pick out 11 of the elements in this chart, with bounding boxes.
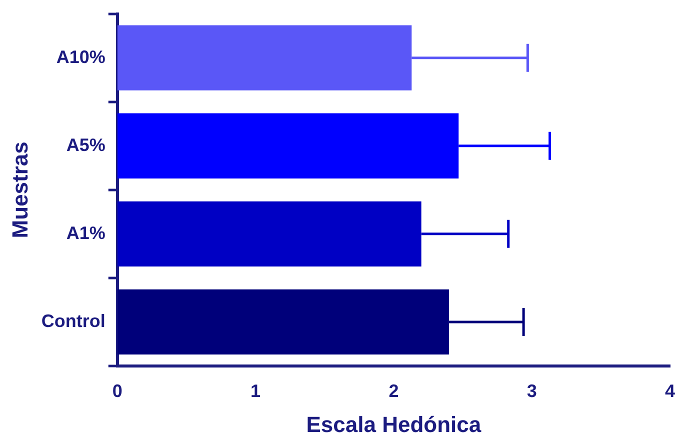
x-tick-label: 3 bbox=[526, 380, 537, 401]
y-axis-title: Muestras bbox=[7, 142, 32, 238]
y-tick-label: A5% bbox=[66, 134, 106, 155]
y-tick-label: Control bbox=[41, 310, 106, 331]
y-tick-label: A10% bbox=[56, 46, 106, 67]
x-tick-label: 1 bbox=[250, 380, 261, 401]
x-tick-label: 2 bbox=[388, 380, 399, 401]
x-tick-label: 0 bbox=[112, 380, 122, 401]
x-tick-label: 4 bbox=[664, 380, 675, 401]
y-tick-label: A1% bbox=[66, 222, 106, 243]
x-axis-title: Escala Hedónica bbox=[306, 412, 482, 437]
